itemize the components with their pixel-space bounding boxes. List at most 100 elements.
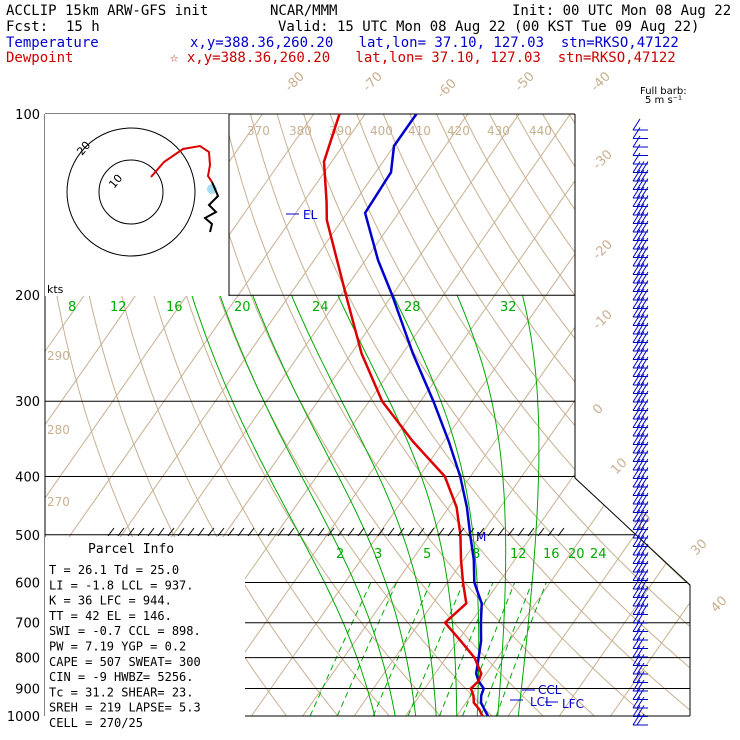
- hodograph-trace: [150, 144, 213, 183]
- theta-label: 430: [487, 124, 510, 138]
- parcel-info-row: CIN = -9 HWBZ= 5256.: [49, 670, 194, 684]
- wind-barb: [632, 662, 648, 675]
- hatch: [197, 527, 205, 537]
- dry-adiabat: [170, 114, 493, 716]
- wind-barb: [632, 229, 649, 241]
- theta-label: 270: [47, 495, 70, 509]
- hatch: [397, 527, 405, 537]
- wind-barbs: [632, 118, 649, 726]
- mixing-ratio-label: 2: [336, 547, 344, 562]
- forecast-hour: 15 h: [66, 19, 100, 35]
- wind-barb: [632, 645, 648, 658]
- hatch: [507, 527, 515, 537]
- hatch: [437, 527, 445, 537]
- isotherm-label: -40: [588, 69, 614, 95]
- hatch: [107, 527, 115, 537]
- hatch: [347, 527, 355, 537]
- wind-barb: [632, 186, 649, 199]
- barb-legend-unit: 5 m s⁻¹: [645, 95, 682, 106]
- hatch: [267, 527, 275, 537]
- wind-barb: [632, 178, 649, 190]
- wind-barb: [632, 637, 648, 649]
- temperature-legend: Temperature: [6, 35, 99, 51]
- wind-barb: [632, 407, 649, 420]
- source-label: NCAR/MMM: [270, 3, 338, 19]
- hatch: [337, 527, 345, 537]
- isotherm-label: -80: [282, 69, 308, 95]
- hatch: [417, 527, 425, 537]
- hatch: [327, 527, 335, 537]
- hatch: [537, 527, 545, 537]
- theta-label: 280: [47, 423, 70, 437]
- wind-barb: [632, 671, 648, 683]
- wind-barb: [632, 161, 649, 173]
- moist-adiabat-label: 24: [312, 300, 329, 315]
- hatch: [247, 527, 255, 537]
- isotherm-label: -50: [512, 69, 538, 95]
- dewpoint-profile: [322, 114, 484, 716]
- dewpoint-location: ☆ x,y=388.36,260.20 lat,lon= 37.10, 127.…: [170, 50, 676, 66]
- parcel-info-box: Parcel Info T = 26.1 Td = 25.0LI = -1.8 L…: [45, 537, 245, 730]
- mixing-ratio-label: 24: [590, 547, 607, 562]
- wind-barb: [632, 467, 649, 479]
- moist-adiabat-label: 20: [234, 300, 251, 315]
- dry-adiabat: [117, 114, 390, 716]
- isotherm-label: 0: [590, 401, 606, 417]
- pressure-label: 500: [15, 529, 40, 544]
- wind-barb: [632, 390, 649, 403]
- isotherm-label: 30: [688, 537, 710, 559]
- temperature-profile: [363, 114, 490, 716]
- wind-barb: [632, 127, 648, 139]
- dry-adiabat: [595, 114, 690, 716]
- hatch: [457, 527, 465, 537]
- dry-adiabat: [382, 114, 690, 716]
- wind-barb: [632, 705, 648, 717]
- wind-barb: [632, 288, 649, 301]
- moist-adiabat-label: 28: [404, 300, 421, 315]
- chart-title: ACCLIP 15km ARW-GFS init: [6, 3, 209, 19]
- forecast-label: Fcst:: [6, 19, 49, 35]
- wind-barb: [632, 373, 649, 386]
- moist-adiabat-label: 12: [110, 300, 127, 315]
- isotherm: [558, 114, 690, 716]
- wind-barb: [632, 628, 648, 641]
- wind-barb: [632, 212, 649, 224]
- isotherm-label: -70: [360, 69, 386, 95]
- hatch: [157, 527, 165, 537]
- hatch: [427, 527, 435, 537]
- mixing-ratio-label: 5: [423, 547, 431, 562]
- parcel-info-row: TT = 42 EL = 146.: [49, 609, 172, 623]
- wind-barb: [632, 713, 648, 726]
- dry-adiabat: [329, 114, 690, 716]
- hatch: [207, 527, 215, 537]
- hatch: [477, 527, 485, 537]
- wind-barb: [632, 416, 649, 428]
- annotation-m: M: [476, 530, 486, 544]
- wind-barb: [632, 475, 649, 488]
- dry-adiabat: [143, 114, 441, 716]
- dry-adiabat: [409, 114, 690, 716]
- wind-barb: [632, 441, 649, 454]
- parcel-info-row: SWI = -0.7 CCL = 898.: [49, 624, 201, 638]
- pressure-label: 800: [15, 652, 40, 667]
- hatch: [227, 527, 235, 537]
- wind-barb: [632, 322, 649, 335]
- hatch: [317, 527, 325, 537]
- frame-right: [574, 114, 691, 716]
- wind-barb: [632, 365, 649, 377]
- wind-barb: [632, 492, 649, 505]
- wind-barb: [632, 535, 649, 547]
- mixing-ratio-label: 3: [374, 547, 382, 562]
- mixing-ratio-line: [309, 582, 372, 716]
- wind-barb: [632, 356, 649, 369]
- dry-adiabat: [356, 114, 690, 716]
- hatch: [167, 527, 175, 537]
- theta-label: 290: [47, 349, 70, 363]
- pressure-label: 600: [15, 576, 40, 591]
- parcel-info-row: T = 26.1 Td = 25.0: [49, 563, 179, 577]
- wind-barb: [632, 569, 649, 581]
- wind-barb: [632, 263, 649, 275]
- hatch: [277, 527, 285, 537]
- dry-adiabat: [542, 114, 690, 716]
- parcel-info-row: CAPE = 507 SWEAT= 300: [49, 655, 201, 669]
